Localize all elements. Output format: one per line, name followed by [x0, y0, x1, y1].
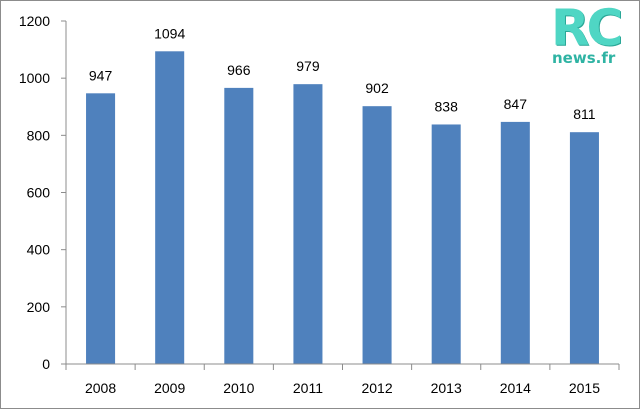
- x-tick-label: 2008: [85, 380, 116, 396]
- y-tick-label: 400: [27, 242, 51, 258]
- y-tick-label: 1200: [19, 13, 50, 29]
- bar-2014: [500, 121, 530, 364]
- data-label-2008: 947: [89, 67, 113, 83]
- bar-2013: [431, 124, 461, 364]
- bar-2012: [362, 106, 392, 364]
- y-tick-label: 800: [27, 127, 51, 143]
- x-tick-label: 2015: [569, 380, 600, 396]
- y-tick-label: 200: [27, 299, 51, 315]
- bar-2008: [86, 93, 116, 365]
- bar-2010: [224, 87, 254, 364]
- bar-2011: [293, 84, 323, 365]
- y-tick-label: 0: [42, 356, 50, 372]
- x-tick-label: 2013: [431, 380, 462, 396]
- y-axis: 0 200 400 600 800 1000 1200: [19, 13, 50, 372]
- axes: [61, 20, 620, 370]
- x-tick-label: 2011: [293, 380, 323, 396]
- x-tick-label: 2012: [361, 380, 392, 396]
- data-label-2013: 838: [435, 98, 459, 114]
- x-tick-label: 2010: [223, 380, 254, 396]
- data-label-2010: 966: [227, 62, 251, 78]
- x-tick-label: 2014: [500, 380, 531, 396]
- data-labels-group: 947 1094 966 979 902 838 847 811: [89, 25, 596, 122]
- bar-2009: [155, 51, 185, 364]
- bars-group: [86, 51, 599, 365]
- x-axis: 2008 2009 2010 2011 2012 2013 2014 2015: [85, 380, 600, 396]
- data-label-2015: 811: [573, 106, 596, 122]
- rcnews-logo: RC news.fr: [549, 3, 629, 71]
- logo-news-text: news.fr: [552, 49, 616, 67]
- data-label-2011: 979: [296, 58, 320, 74]
- y-tick-label: 1000: [19, 70, 50, 86]
- data-label-2012: 902: [365, 80, 389, 96]
- data-label-2014: 847: [504, 96, 528, 112]
- y-tick-label: 600: [27, 185, 51, 201]
- logo-rc-text: RC: [551, 0, 623, 57]
- x-tick-label: 2009: [154, 380, 185, 396]
- data-label-2009: 1094: [154, 25, 185, 41]
- bar-2015: [569, 132, 599, 364]
